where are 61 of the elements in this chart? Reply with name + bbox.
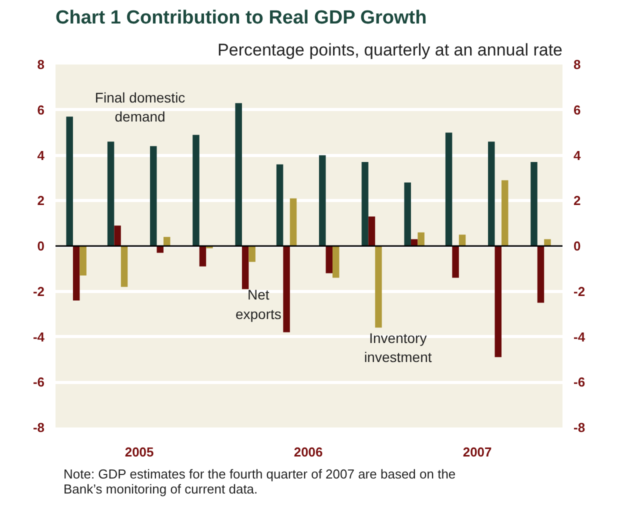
bar — [242, 246, 249, 290]
chart-title: Chart 1 Contribution to Real GDP Growth — [56, 8, 427, 28]
x-tick-label: 2007 — [462, 444, 492, 460]
bar — [248, 246, 256, 262]
x-tick-label: 2005 — [124, 444, 154, 460]
bar — [458, 234, 466, 246]
bar — [66, 116, 73, 246]
bar — [192, 134, 200, 246]
x-tick-label: 2006 — [294, 444, 323, 460]
y2-tick-label: -8 — [574, 420, 586, 435]
bar — [362, 162, 368, 246]
bar — [120, 246, 128, 287]
bar — [537, 246, 544, 303]
y-tick-label: -6 — [32, 374, 45, 390]
bar — [404, 182, 411, 246]
y-tick-label: 4 — [37, 148, 46, 163]
bar — [326, 246, 333, 274]
bar — [488, 142, 495, 246]
y2-tick-label: 4 — [574, 148, 582, 163]
bar — [375, 246, 382, 328]
y-tick-label: -8 — [32, 420, 45, 435]
chart-subtitle: Percentage points, quarterly at an annual rate — [218, 40, 563, 60]
y-tick-label: 6 — [37, 102, 45, 118]
bar — [544, 239, 551, 246]
bar — [418, 232, 424, 246]
bar — [332, 246, 340, 278]
bar — [290, 198, 297, 246]
y-tick-label: 0 — [37, 238, 45, 254]
y-tick-label: 8 — [37, 57, 45, 72]
bar — [276, 164, 284, 246]
bar — [72, 246, 80, 300]
y2-tick-label: 6 — [574, 102, 581, 118]
bar — [164, 236, 170, 246]
bar — [410, 239, 418, 246]
bar — [445, 132, 452, 246]
y-tick-label: -2 — [32, 284, 45, 299]
bar — [150, 146, 157, 246]
bar — [530, 162, 538, 246]
series-label: Inventory investment — [364, 330, 432, 366]
bar — [283, 246, 290, 332]
bar — [502, 180, 508, 246]
bar — [319, 155, 326, 246]
y2-tick-label: -2 — [574, 284, 586, 299]
bar — [114, 226, 121, 246]
bar — [80, 246, 86, 276]
series-label: Net exports — [235, 286, 282, 322]
y2-tick-label: -6 — [574, 374, 586, 390]
bar — [107, 142, 114, 246]
bar — [452, 246, 459, 278]
y2-tick-label: 0 — [574, 238, 581, 254]
bar — [368, 216, 376, 246]
series-label: Final domestic demand — [94, 89, 186, 125]
y-tick-label: -4 — [32, 329, 46, 344]
y2-tick-label: 8 — [574, 57, 581, 72]
y-tick-label: 2 — [37, 193, 45, 208]
bar — [494, 246, 502, 358]
y2-tick-label: 2 — [574, 193, 581, 208]
bar — [235, 103, 242, 246]
text: Note: GDP estimates for the fourth quarter of 2007 are based on the Bank’s monitoring of current data. — [64, 466, 456, 496]
bar — [199, 246, 206, 266]
y2-tick-label: -4 — [574, 329, 586, 344]
